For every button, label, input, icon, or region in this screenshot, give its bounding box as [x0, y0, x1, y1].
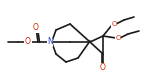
Text: O: O	[115, 35, 121, 41]
Text: O: O	[111, 21, 117, 27]
Text: O: O	[100, 64, 106, 73]
Text: N: N	[47, 38, 53, 47]
Text: O: O	[25, 38, 31, 47]
Text: O: O	[33, 23, 39, 32]
